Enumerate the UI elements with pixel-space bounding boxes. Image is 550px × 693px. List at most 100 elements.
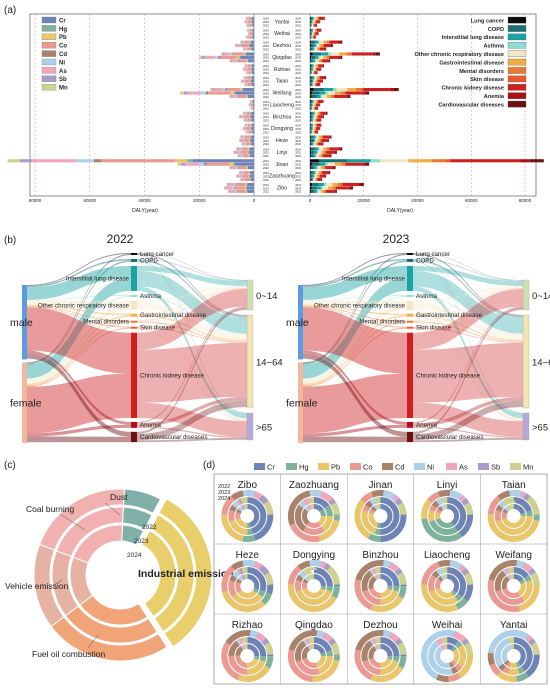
bar-segment-disease <box>311 147 315 150</box>
year-tick-left: 2023 <box>263 151 269 155</box>
donut-city-label: Jinan <box>369 480 393 491</box>
bar-segment-disease <box>316 154 317 157</box>
bar-segment-mn <box>241 80 242 83</box>
bar-segment-disease <box>319 159 347 162</box>
bar-segment-disease <box>320 127 321 130</box>
bar-segment-as <box>32 159 76 162</box>
panel-label-d: (d) <box>203 460 215 471</box>
bar-segment-cr <box>252 83 254 86</box>
bar-segment-co <box>234 52 244 55</box>
bar-segment-co <box>250 29 252 32</box>
bar-segment-cr <box>252 64 254 67</box>
bar-segment-disease <box>316 103 319 106</box>
bar-segment-disease <box>318 100 322 103</box>
bar-segment-disease <box>324 88 333 91</box>
bar-segment-disease <box>314 174 315 177</box>
bar-segment-disease <box>314 47 315 50</box>
bar-segment-sb <box>244 119 245 122</box>
legend-label-disease: Chronic kidney disease <box>442 86 505 92</box>
bar-segment-disease <box>324 147 327 150</box>
year-tick-right: 2023 <box>295 68 301 72</box>
bar-segment-disease <box>313 29 314 32</box>
bar-segment-disease <box>311 32 312 35</box>
year-tick-right: 2022 <box>295 95 301 99</box>
bar-segment-mn <box>239 139 240 142</box>
bar-segment-disease <box>311 142 313 145</box>
bar-segment-disease <box>326 151 327 154</box>
bar-segment-ni <box>246 127 247 130</box>
bar-segment-sb <box>231 166 232 169</box>
bar-segment-co <box>248 76 251 79</box>
bar-segment-disease <box>323 64 324 67</box>
year-tick-left: 2024 <box>263 159 269 163</box>
bar-segment-disease <box>310 56 311 59</box>
bar-segment-sb <box>241 41 242 44</box>
bar-segment-as <box>231 190 236 193</box>
year-tick-left: 2023 <box>263 32 269 36</box>
bar-segment-pb <box>175 159 187 162</box>
bar-segment-disease <box>310 76 311 79</box>
donut-cell-weifang: Weifang <box>491 550 537 609</box>
sankey-label-disease: Mental disorders <box>359 319 405 326</box>
donut-city-label: Qingdao <box>295 620 333 631</box>
bar-segment-cr <box>248 166 254 169</box>
bar-segment-ni <box>246 68 247 71</box>
bar-segment-disease <box>311 36 312 39</box>
bar-segment-disease <box>333 166 334 169</box>
legend-label-pb: Pb <box>59 35 67 41</box>
bar-segment-mn <box>236 147 237 150</box>
bar-segment-disease <box>344 91 345 94</box>
bar-segment-disease <box>323 115 324 118</box>
bar-segment-disease <box>318 56 319 59</box>
bar-segment-cd <box>242 44 243 47</box>
year-tick-right: 2022 <box>295 83 301 87</box>
legend-swatch-disease <box>508 101 526 107</box>
bar-segment-ni <box>247 20 248 23</box>
year-tick-right: 2022 <box>295 130 301 134</box>
bar-segment-disease <box>311 107 312 110</box>
legend-swatch-disease <box>508 42 526 48</box>
bar-segment-disease <box>314 20 315 23</box>
sankey-node-disease <box>407 295 413 297</box>
bar-segment-disease <box>329 154 330 157</box>
sankey-node-age <box>247 413 253 440</box>
bar-segment-disease <box>320 41 324 44</box>
sankey-label-disease: Chronic kidney disease <box>140 372 205 379</box>
bar-segment-disease <box>312 186 317 189</box>
bar-segment-pb <box>246 95 247 98</box>
bar-segment-disease <box>310 80 311 83</box>
bar-segment-disease <box>310 139 311 142</box>
bar-segment-disease <box>314 17 315 20</box>
sankey-node-disease <box>131 253 137 255</box>
bar-segment-ni <box>247 76 248 79</box>
bar-segment-mn <box>243 47 244 50</box>
bar-segment-disease <box>313 142 314 145</box>
legend-label-disease: Cardiovascular diseases <box>438 102 504 108</box>
bar-segment-disease <box>338 183 341 186</box>
bar-segment-disease <box>314 142 316 145</box>
source-label-coal: Coal burning <box>26 504 74 514</box>
donut-cell-rizhao: Rizhao <box>224 620 270 679</box>
x-tick-left: 0 <box>253 198 256 203</box>
year-tick-right: 2023 <box>295 91 301 95</box>
bar-segment-mn <box>243 112 244 115</box>
bar-segment-disease <box>320 59 321 62</box>
legend-swatch-hg <box>42 25 56 31</box>
bar-segment-disease <box>322 171 328 174</box>
bar-segment-disease <box>339 56 340 59</box>
bar-segment-disease <box>327 41 329 44</box>
bar-segment-disease <box>329 147 339 150</box>
bar-segment-disease <box>324 151 326 154</box>
ring-year-2024: 2024 <box>127 552 142 559</box>
sankey-node-disease <box>407 422 413 428</box>
year-tick-left: 2024 <box>263 29 269 33</box>
bar-segment-disease <box>324 17 325 20</box>
bar-segment-disease <box>322 95 327 98</box>
year-tick-right: 2022 <box>295 24 301 28</box>
bar-segment-co <box>246 178 250 181</box>
sankey-label-disease: COPD <box>416 257 434 264</box>
bar-segment-disease <box>328 163 335 166</box>
bar-segment-sb <box>181 163 185 166</box>
